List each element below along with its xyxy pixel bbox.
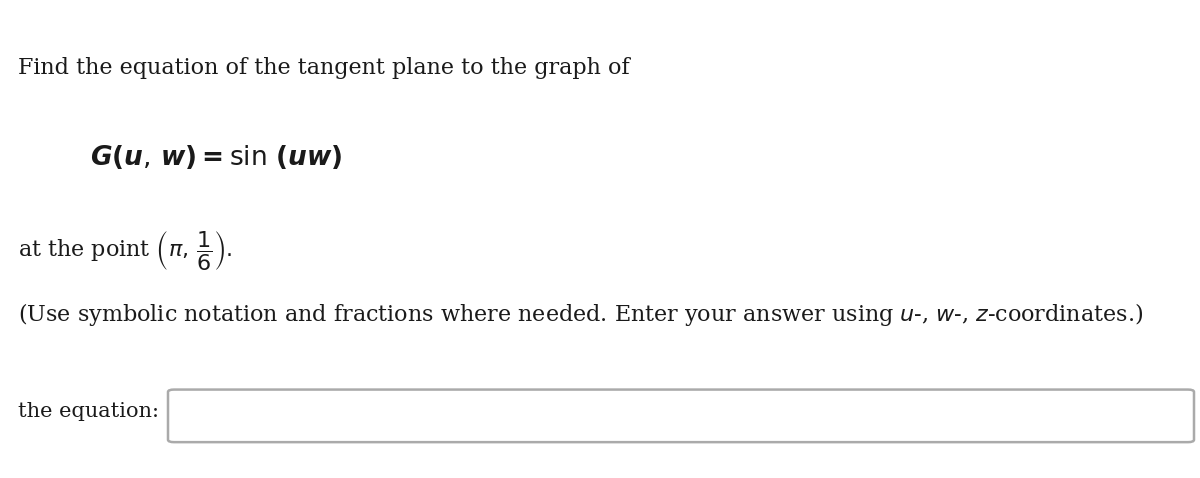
Text: the equation:: the equation: xyxy=(18,402,158,421)
Text: $\boldsymbol{G(u,\, w) = \sin\,(uw)}$: $\boldsymbol{G(u,\, w) = \sin\,(uw)}$ xyxy=(90,143,342,172)
Text: Find the equation of the tangent plane to the graph of: Find the equation of the tangent plane t… xyxy=(18,57,630,79)
Text: at the point $\left(\pi,\, \dfrac{1}{6}\right).$: at the point $\left(\pi,\, \dfrac{1}{6}\… xyxy=(18,229,233,272)
FancyBboxPatch shape xyxy=(168,390,1194,442)
Text: (Use symbolic notation and fractions where needed. Enter your answer using $\mat: (Use symbolic notation and fractions whe… xyxy=(18,301,1144,328)
